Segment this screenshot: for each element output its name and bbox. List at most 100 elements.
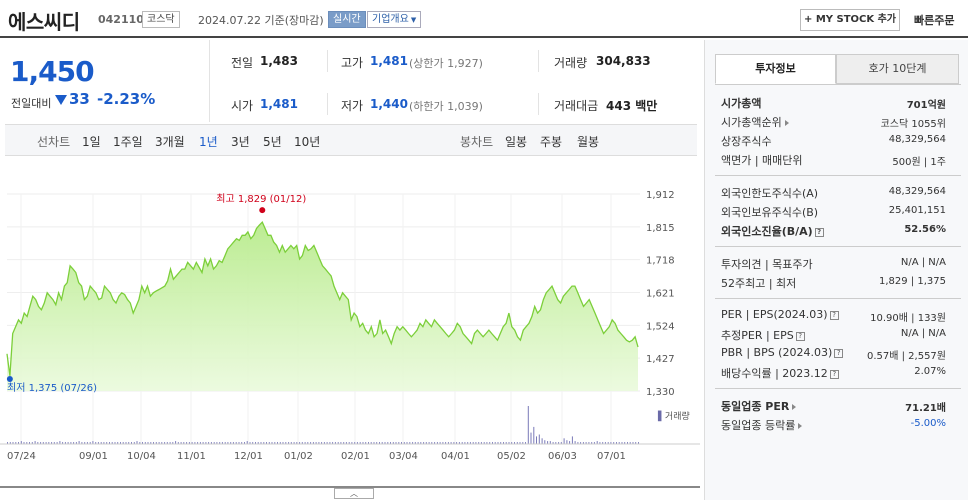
collapse-button[interactable]: ︿: [334, 488, 374, 499]
volume-bar: [500, 442, 502, 444]
upper-limit: (상한가 1,927): [409, 57, 483, 70]
volume-bar: [604, 442, 606, 444]
volume-bar: [53, 442, 55, 444]
volume-bar: [92, 441, 94, 444]
period-1d[interactable]: 1일: [82, 135, 101, 149]
volume-bar: [194, 442, 196, 444]
volume-bar: [51, 442, 53, 444]
volume-bar: [97, 442, 99, 444]
candle-chart-label: 봉차트: [460, 135, 494, 149]
volume-bar: [106, 442, 108, 444]
tab-orderbook[interactable]: 호가 10단계: [836, 54, 959, 84]
week52-label: 52주최고 | 최저: [721, 277, 797, 290]
volume-bar: [103, 442, 105, 444]
invest-info-panel: 투자정보 호가 10단계 시가총액 701억원 시가총액순위 코스닥 1055위…: [704, 40, 968, 500]
cap-rank-value: 코스닥 1055위: [880, 119, 946, 130]
low-annotation: 최저 1,375 (07/26): [7, 382, 97, 394]
stock-name: 에스씨디: [8, 10, 80, 34]
volume-bar: [164, 442, 166, 444]
price-area: [7, 222, 638, 391]
volume-bar: [503, 442, 504, 444]
x-tick-label: 04/01: [441, 451, 470, 462]
volume-bar: [574, 441, 576, 444]
stock-header: 에스씨디 042110 코스닥 2024.07.22 기준(장마감) 실시간 기…: [0, 0, 968, 38]
volume-bar: [299, 442, 301, 444]
volume-bar: [379, 442, 380, 444]
candle-monthly[interactable]: 월봉: [577, 135, 600, 149]
candle-daily[interactable]: 일봉: [505, 135, 528, 149]
candle-weekly[interactable]: 주봉: [540, 135, 563, 149]
volume-bar: [401, 442, 402, 444]
x-tick-label: 02/01: [341, 451, 370, 462]
prev-close-value: 1,483: [260, 54, 298, 68]
volume-bar: [453, 442, 455, 444]
volume-bar: [59, 441, 61, 444]
volume-bar: [610, 442, 612, 444]
volume-bar: [558, 442, 560, 444]
volume-bar: [478, 442, 480, 444]
volume-bar: [202, 442, 204, 444]
help-icon[interactable]: ?: [795, 331, 805, 341]
quick-order-link[interactable]: 빠른주문: [914, 14, 955, 27]
volume-bar: [155, 442, 157, 444]
x-tick-label: 01/02: [284, 451, 313, 462]
volume-bar: [461, 442, 463, 444]
volume-bar: [323, 442, 325, 444]
volume-bar: [368, 442, 369, 444]
period-3y[interactable]: 3년: [231, 135, 250, 149]
cap-rank-label: 시가총액순위: [721, 114, 789, 130]
sector-rate-label[interactable]: 동일업종 등락률: [721, 417, 803, 433]
sector-per-label[interactable]: 동일업종 PER: [721, 398, 797, 414]
y-tick-label: 1,524: [646, 321, 675, 332]
volume-bar: [359, 442, 361, 444]
volume-bar: [591, 442, 593, 444]
arrow-right-icon: [792, 404, 797, 410]
volume-bar: [365, 442, 367, 444]
volume-bar: [593, 442, 595, 444]
volume-bar: [627, 442, 628, 444]
help-icon[interactable]: ?: [834, 348, 844, 358]
period-10y[interactable]: 10년: [294, 135, 321, 149]
volume-bar: [18, 442, 19, 444]
divider: [715, 246, 961, 247]
price-chart[interactable]: 1,912 1,815 1,718 1,621 1,524 1,427 1,330 07/2…: [0, 157, 700, 487]
company-info-dropdown[interactable]: 기업개요 ▼: [367, 11, 422, 28]
volume-bar: [340, 442, 342, 444]
current-price: 1,450: [10, 55, 95, 88]
tab-invest-info[interactable]: 투자정보: [715, 54, 836, 84]
foreign-limit-label: 외국인한도주식수(A): [721, 187, 819, 200]
volume-bar: [522, 442, 524, 444]
volume-bar: [569, 441, 571, 444]
help-icon[interactable]: ?: [829, 310, 839, 320]
volume-bar: [114, 442, 116, 444]
volume-bar: [23, 442, 25, 444]
help-icon[interactable]: ?: [829, 369, 839, 379]
chevron-up-icon: ︿: [350, 489, 358, 498]
volume-bar: [508, 442, 510, 444]
volume-bar: [285, 442, 287, 444]
volume-bar: [582, 442, 584, 444]
volume-bar: [511, 442, 513, 444]
volume-bar: [403, 442, 405, 444]
volume-bar: [12, 442, 14, 444]
foreign-limit-value: 48,329,564: [888, 186, 946, 197]
add-mystock-button[interactable]: + MY STOCK 추가: [800, 9, 900, 31]
volume-bar: [398, 442, 400, 444]
volume-bar: [497, 442, 499, 444]
volume-bar: [186, 442, 188, 444]
period-1w[interactable]: 1주일: [113, 135, 143, 149]
opinion-label: 투자의견 | 목표주가: [721, 258, 813, 271]
volume-bar: [343, 442, 345, 444]
help-icon[interactable]: ?: [814, 227, 824, 237]
live-button[interactable]: 실시간: [328, 11, 366, 28]
volume-bar: [373, 442, 375, 444]
volume-bar: [109, 442, 110, 444]
low-marker: [6, 376, 13, 382]
per-label: PER | EPS(2024.03)?: [721, 308, 839, 321]
period-1y[interactable]: 1년: [199, 135, 218, 149]
volume-bar: [37, 442, 39, 444]
open-label: 시가: [231, 99, 254, 113]
period-3m[interactable]: 3개월: [155, 135, 185, 149]
period-5y[interactable]: 5년: [263, 135, 282, 149]
y-axis: 1,912 1,815 1,718 1,621 1,524 1,427 1,330: [646, 190, 675, 398]
